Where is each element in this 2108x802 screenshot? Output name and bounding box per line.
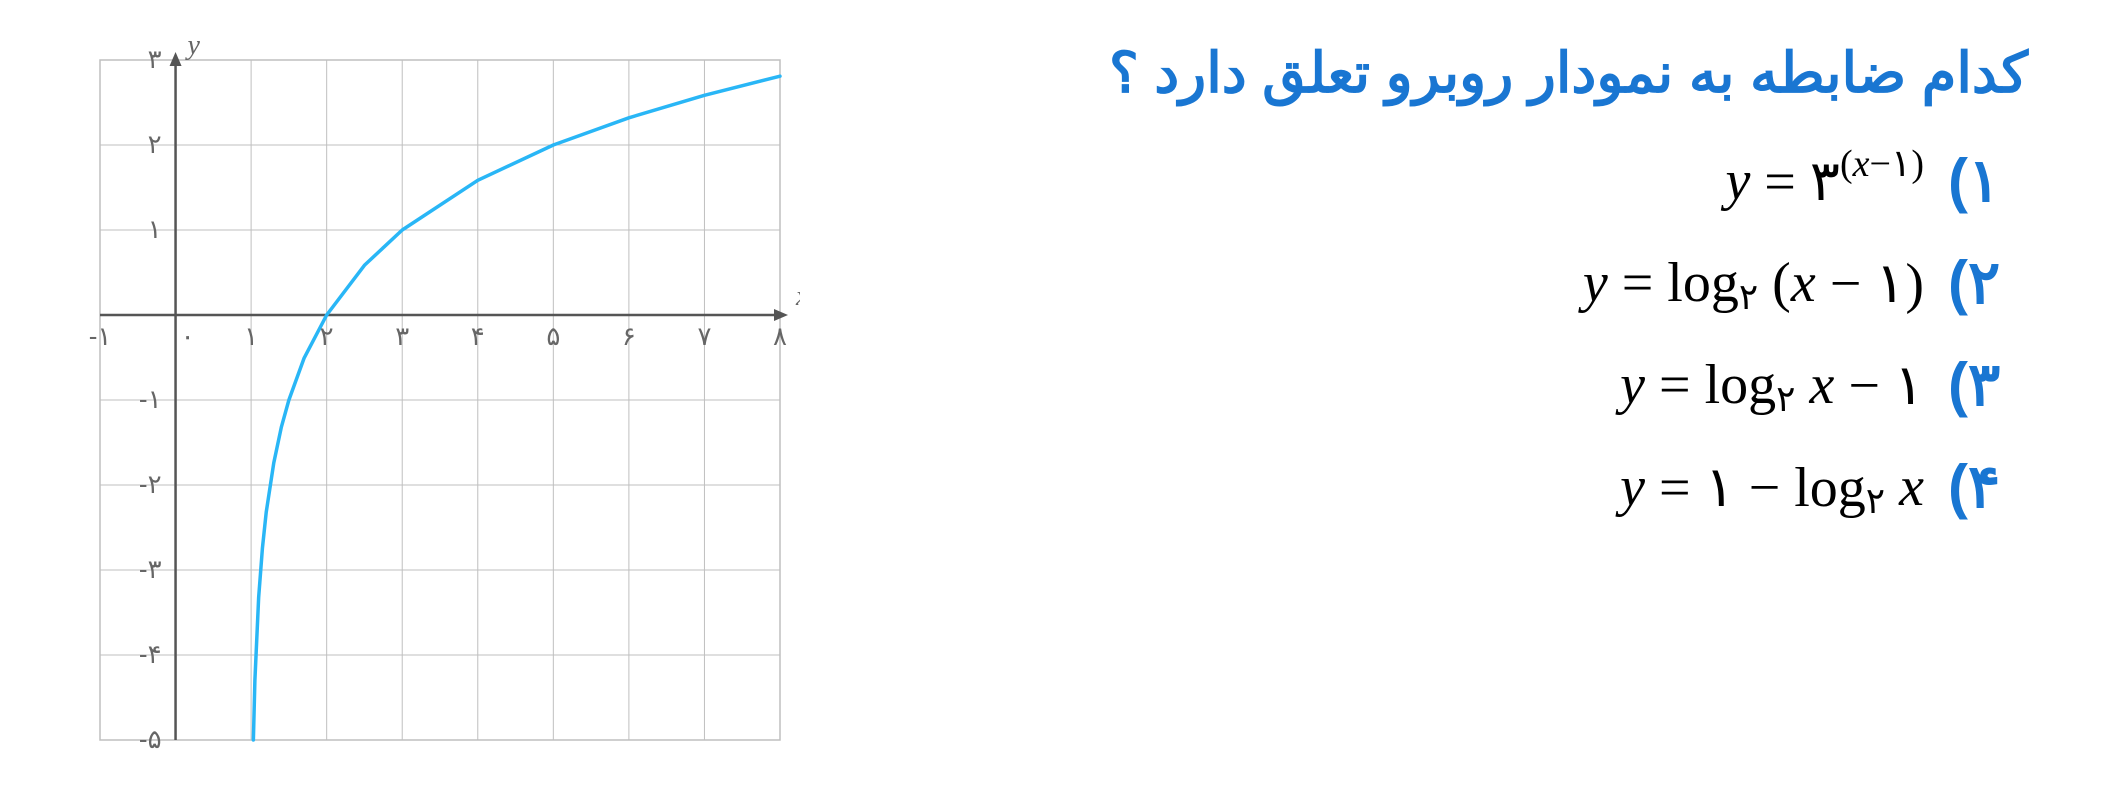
- option-formula-1: y = ۳(x−۱): [1725, 149, 1924, 214]
- option-row-1: y = ۳(x−۱) ۱): [800, 146, 2028, 216]
- option-formula-3: y = log۲ x − ۱: [1620, 353, 1924, 418]
- svg-text:۶: ۶: [622, 321, 636, 351]
- svg-text:۴: ۴: [471, 321, 485, 351]
- question-title: کدام ضابطه به نمودار روبرو تعلق دارد ؟: [1109, 40, 2028, 106]
- option-formula-2: y = log۲ (x − ۱): [1583, 251, 1924, 316]
- svg-text:۲: ۲: [320, 321, 334, 351]
- option-number-2: ۲): [1948, 248, 2028, 318]
- svg-text:-۱: -۱: [89, 321, 112, 351]
- svg-text:۵: ۵: [546, 321, 560, 351]
- svg-text:-۵: -۵: [139, 724, 162, 754]
- svg-text:۱: ۱: [148, 214, 162, 244]
- option-number-3: ۳): [1948, 350, 2028, 420]
- svg-text:۲: ۲: [148, 129, 162, 159]
- svg-text:۰: ۰: [181, 321, 195, 351]
- svg-text:-۴: -۴: [139, 639, 162, 669]
- option-number-1: ۱): [1948, 146, 2028, 216]
- svg-text:y: y: [185, 30, 201, 61]
- svg-text:۸: ۸: [773, 321, 787, 351]
- option-row-4: y = ۱ − log۲ x ۴): [800, 452, 2028, 522]
- svg-text:۷: ۷: [697, 321, 711, 351]
- svg-text:۳: ۳: [148, 44, 162, 74]
- svg-text:-۳: -۳: [139, 554, 162, 584]
- option-row-2: y = log۲ (x − ۱) ۲): [800, 248, 2028, 318]
- option-row-3: y = log۲ x − ۱ ۳): [800, 350, 2028, 420]
- svg-text:-۱: -۱: [139, 384, 162, 414]
- log-chart: -۱ ۰ ۱ ۲ ۳ ۴ ۵ ۶ ۷ ۸ -۵ -۴ -۳ -۲ -۱ ۱ ۲ ۳ x y: [60, 20, 800, 780]
- svg-text:۳: ۳: [395, 321, 409, 351]
- option-number-4: ۴): [1948, 452, 2028, 522]
- chart-region: -۱ ۰ ۱ ۲ ۳ ۴ ۵ ۶ ۷ ۸ -۵ -۴ -۳ -۲ -۱ ۱ ۲ ۳ x y: [60, 20, 800, 780]
- question-region: کدام ضابطه به نمودار روبرو تعلق دارد ؟ y…: [800, 20, 2068, 782]
- svg-text:x: x: [795, 281, 800, 312]
- svg-text:۱: ۱: [244, 321, 258, 351]
- option-formula-4: y = ۱ − log۲ x: [1620, 455, 1924, 520]
- svg-text:-۲: -۲: [139, 469, 162, 499]
